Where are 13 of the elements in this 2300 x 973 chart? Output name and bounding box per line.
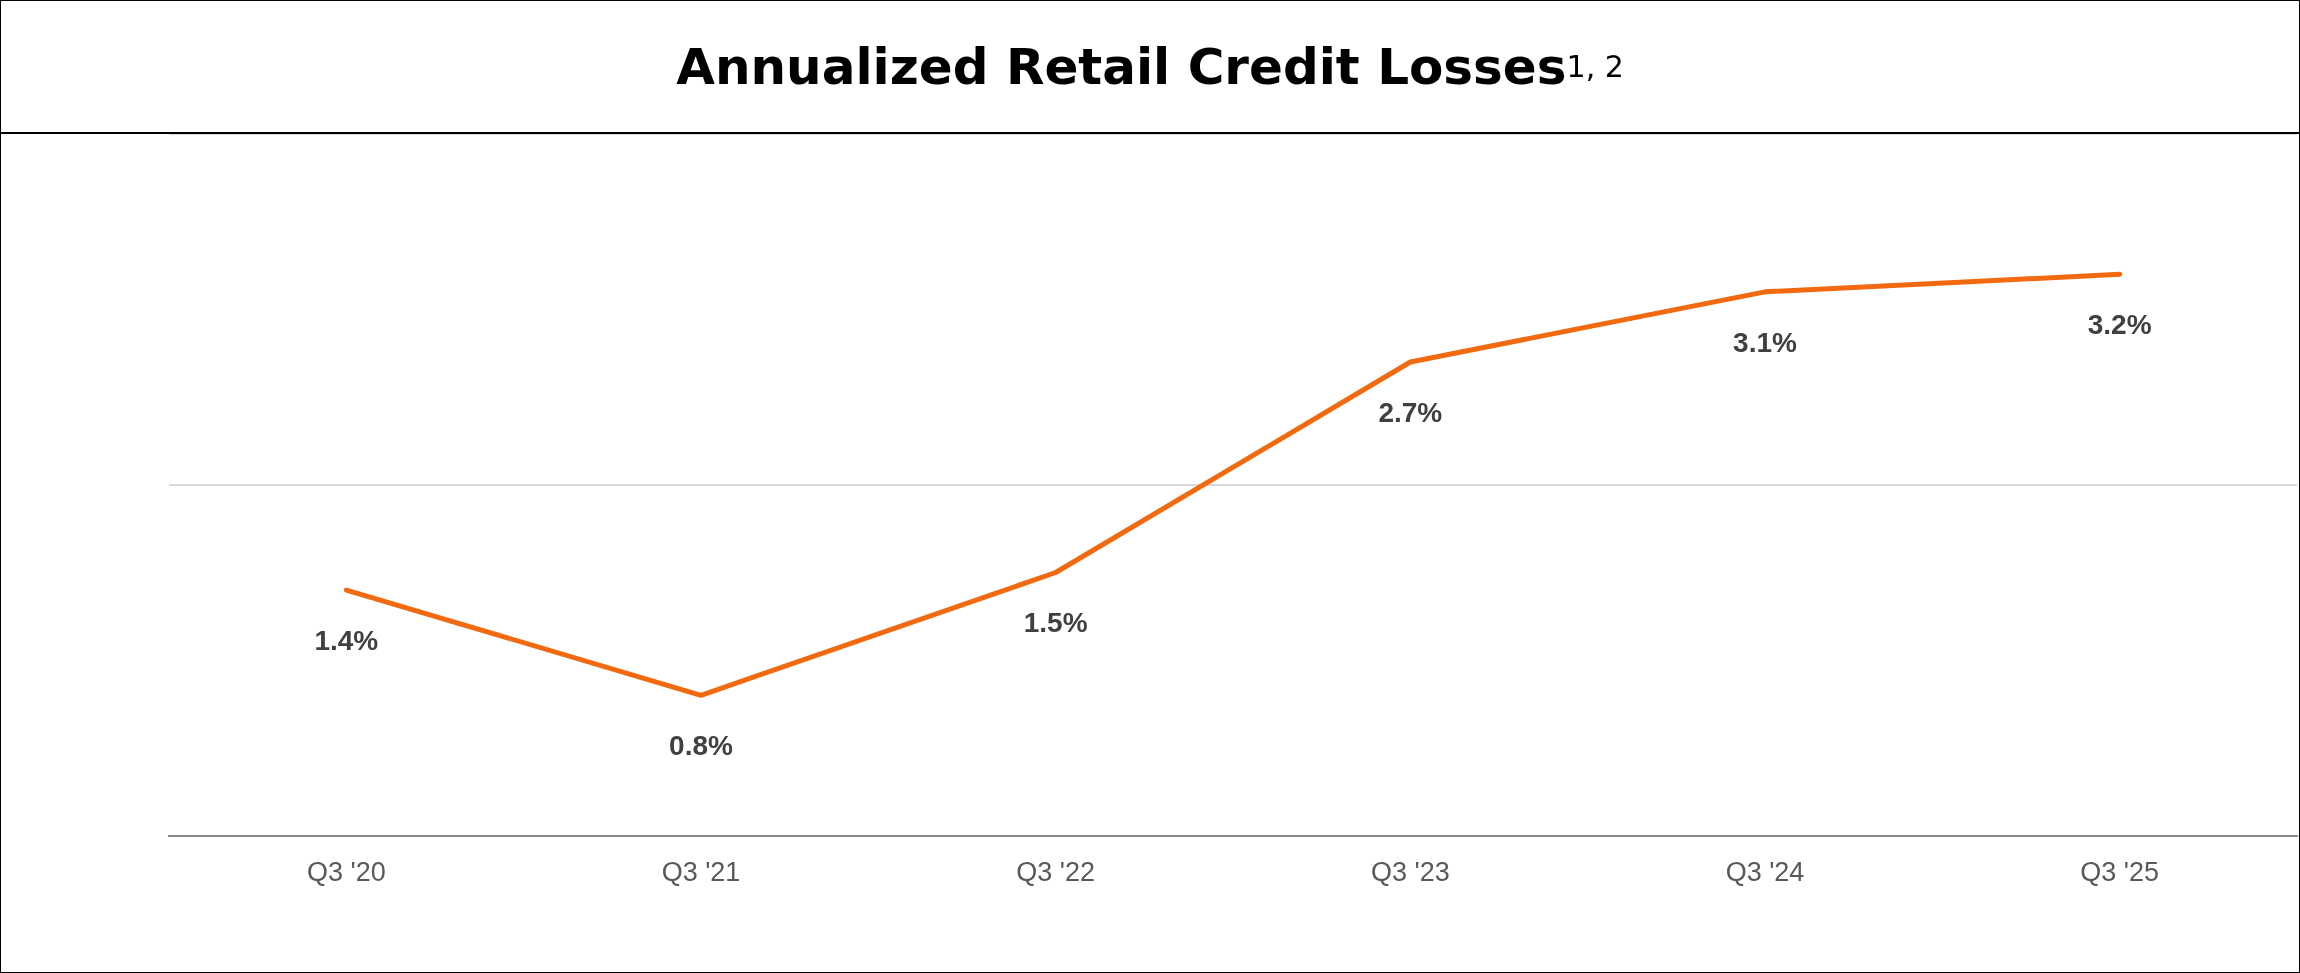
data-label: 1.4% [314,624,379,656]
x-tick-label: Q3 '25 [2080,857,2160,888]
x-tick-label: Q3 '20 [306,857,386,888]
data-label: 1.5% [1023,607,1088,639]
data-label: 3.1% [1733,326,1798,358]
chart-title: Annualized Retail Credit Losses$^{1, 2}$ [1,1,2299,134]
data-label: 0.8% [669,730,734,761]
x-tick-label: Q3 '23 [1370,857,1450,888]
x-tick-label: Q3 '24 [1725,857,1805,888]
x-tick-label: Q3 '22 [1016,857,1096,888]
data-label: 2.7% [1378,396,1443,428]
data-label: 3.2% [2087,309,2152,341]
x-tick-label: Q3 '21 [661,857,741,888]
